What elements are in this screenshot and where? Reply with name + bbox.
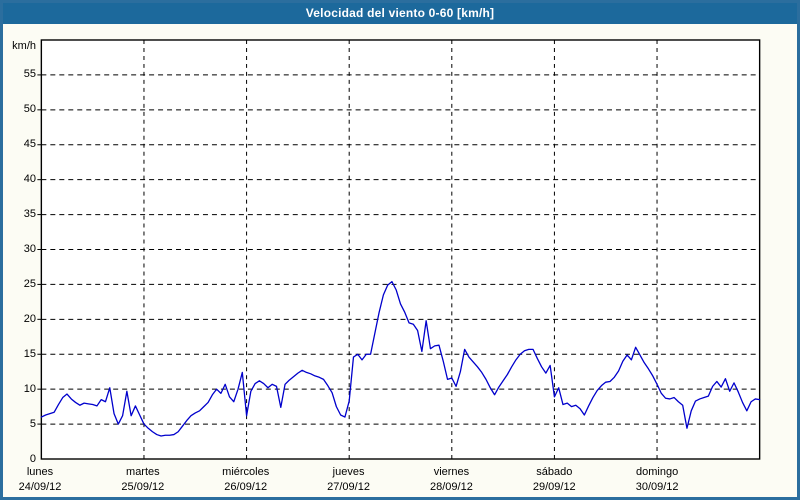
day-name: sábado [536, 466, 573, 478]
x-day-label: martes 25/09/12 [93, 465, 193, 495]
y-tick-label: 15 [23, 348, 36, 360]
y-tick-label: 0 [29, 453, 36, 465]
y-tick-label: 50 [23, 103, 36, 115]
day-date: 26/09/12 [224, 481, 268, 493]
day-date: 27/09/12 [327, 481, 370, 493]
y-tick-label: 45 [23, 138, 36, 150]
x-day-label: lunes 24/09/12 [3, 465, 90, 495]
day-name: jueves [332, 466, 365, 478]
y-tick-label: 20 [23, 313, 36, 325]
y-tick-label: 10 [23, 383, 36, 395]
day-name: martes [126, 466, 160, 478]
y-tick-label: 5 [29, 418, 36, 430]
day-name: miércoles [222, 466, 270, 478]
chart-area: km/h 0 5 10 15 20 25 30 35 40 45 50 55 lunes 24/09/1… [3, 3, 797, 497]
window-titlebar: Velocidad del viento 0-60 [km/h] [3, 3, 797, 24]
wind-speed-series [40, 280, 761, 437]
x-day-label: jueves 27/09/12 [299, 465, 399, 495]
day-name: lunes [26, 466, 54, 478]
day-name: viernes [433, 466, 470, 478]
day-date: 28/09/12 [430, 481, 473, 493]
x-day-label: domingo 30/09/12 [607, 465, 707, 495]
day-date: 30/09/12 [635, 481, 679, 493]
y-tick-label: 35 [23, 208, 36, 220]
day-date: 24/09/12 [18, 481, 62, 493]
y-tick-label: 30 [23, 243, 36, 255]
y-axis-unit-label: km/h [12, 40, 36, 52]
window-title: Velocidad del viento 0-60 [km/h] [305, 6, 495, 20]
plot-frame [40, 39, 761, 460]
x-day-label: sábado 29/09/12 [504, 465, 604, 495]
y-tick-label: 55 [23, 68, 36, 80]
day-date: 25/09/12 [121, 481, 165, 493]
x-day-label: viernes 28/09/12 [401, 465, 501, 495]
wind-speed-line-chart [37, 39, 761, 460]
y-tick-label: 40 [23, 173, 36, 185]
day-date: 29/09/12 [532, 481, 576, 493]
x-day-label: miércoles 26/09/12 [196, 465, 296, 495]
day-name: domingo [636, 466, 679, 478]
y-tick-label: 25 [23, 278, 36, 290]
